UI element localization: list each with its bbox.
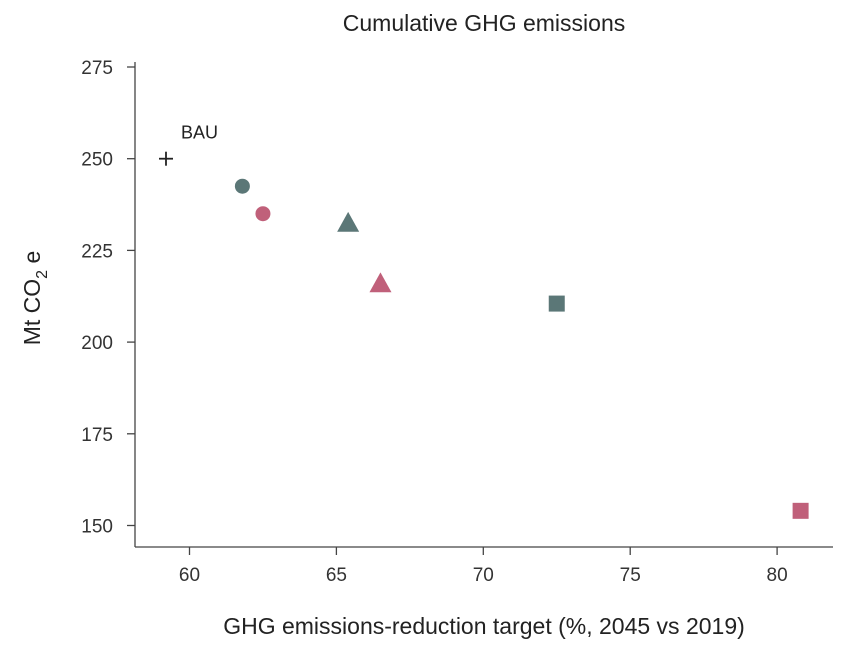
y-axis-label-suffix: e (19, 251, 45, 270)
x-tick-label: 80 (767, 565, 788, 586)
y-axis: 150 175 200 225 250 275 Mt CO2 e (19, 58, 136, 547)
point-triangle (337, 211, 360, 232)
y-tick-label: 250 (81, 150, 113, 171)
y-tick-label: 200 (81, 333, 113, 354)
point-circle (234, 178, 250, 194)
y-tick-label: 150 (81, 517, 113, 538)
y-tick-label: 175 (81, 425, 113, 446)
point-square (548, 295, 565, 312)
point-square (792, 502, 809, 519)
y-axis-label: Mt CO2 e (19, 251, 51, 346)
data-points: BAU (158, 123, 809, 519)
x-axis: 60 65 70 75 80 GHG emissions-reduction targe… (135, 546, 833, 639)
y-ticks: 150 175 200 225 250 275 (81, 58, 135, 538)
x-tick-label: 70 (473, 565, 494, 586)
chart-title: Cumulative GHG emissions (343, 10, 625, 36)
y-axis-label-main: Mt CO (19, 279, 45, 345)
y-axis-label-sub: 2 (34, 270, 51, 279)
point-triangle (369, 272, 392, 293)
point-label: BAU (181, 123, 218, 143)
x-tick-label: 75 (620, 565, 641, 586)
x-tick-label: 65 (326, 565, 347, 586)
point-circle (255, 206, 271, 222)
x-ticks: 60 65 70 75 80 (179, 547, 788, 586)
x-tick-label: 60 (179, 565, 200, 586)
x-axis-label: GHG emissions-reduction target (%, 2045 … (223, 613, 745, 639)
y-tick-label: 225 (81, 241, 113, 262)
y-tick-label: 275 (81, 58, 113, 79)
point-bau-plus (158, 151, 173, 166)
